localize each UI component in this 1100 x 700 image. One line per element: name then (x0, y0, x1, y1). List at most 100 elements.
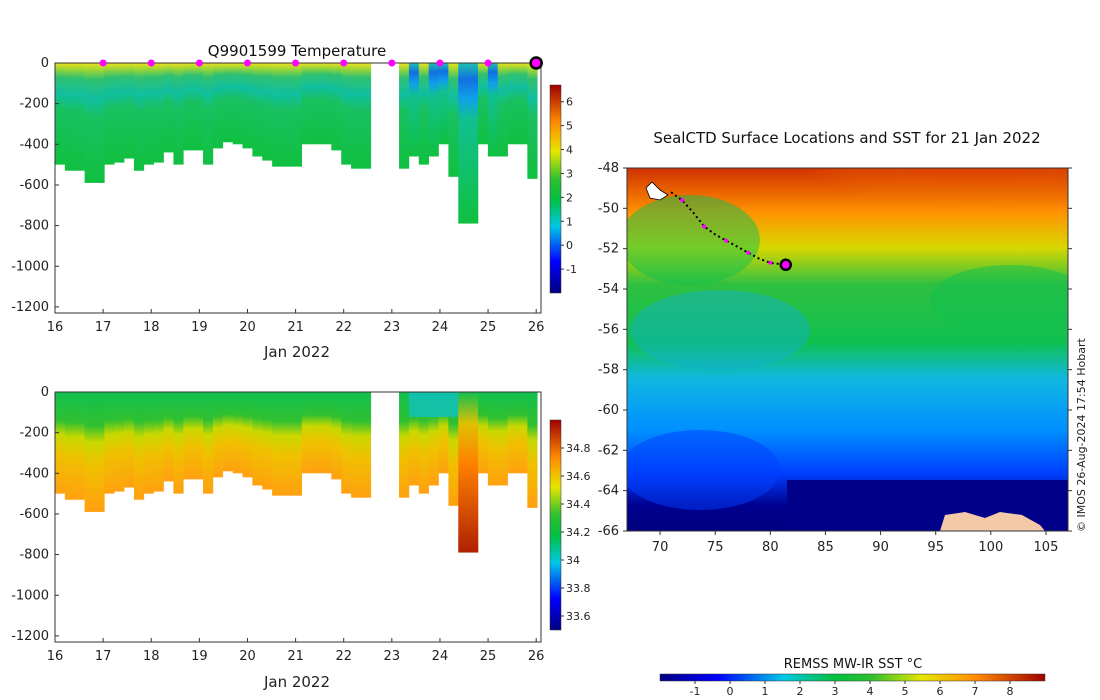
surface-fix-marker (292, 59, 300, 67)
current-fix-marker (779, 258, 793, 272)
colorbar-tick-label: 34.2 (566, 526, 591, 539)
y-tick-label: -62 (598, 443, 619, 458)
surface-fix-marker (147, 59, 155, 67)
track-fix-marker (724, 238, 729, 243)
x-tick-label: 21 (287, 649, 304, 664)
colorbar-tick-label: 34.8 (566, 442, 591, 455)
salinity-fresh-surface (418, 392, 429, 417)
surface-fix-marker (436, 59, 444, 67)
salinity-fresh-surface (428, 392, 439, 417)
temperature-x-axis: 16 17 18 19 20 21 22 23 24 25 26 (47, 309, 544, 335)
salinity-profile-column (203, 392, 214, 494)
salinity-x-label: Jan 2022 (263, 673, 330, 691)
salinity-profile-column (341, 392, 352, 494)
x-tick-label: 100 (978, 540, 1003, 555)
salinity-profile-column (64, 392, 76, 500)
surface-fix-markers (99, 56, 543, 70)
colorbar-tick-label: 8 (1007, 685, 1014, 698)
x-tick-label: 24 (432, 320, 449, 335)
x-tick-label: 19 (191, 320, 208, 335)
sst-map-panel: SealCTD Surface Locations and SST for 21… (598, 129, 1088, 698)
salinity-profile-column (242, 392, 253, 478)
salinity-profile-column (458, 392, 469, 553)
salinity-profile-column (173, 392, 184, 494)
y-tick-label: -400 (19, 137, 49, 152)
x-tick-label: 21 (287, 320, 304, 335)
colorbar-tick-label: 3 (832, 685, 839, 698)
x-tick-label: 25 (480, 649, 497, 664)
salinity-profile-column (212, 392, 224, 478)
salinity-profile-column (74, 392, 85, 500)
salinity-profile-column (418, 392, 429, 494)
temperature-profile-column (497, 63, 508, 157)
salinity-profile-column (153, 392, 164, 492)
salinity-profile-column (527, 392, 538, 508)
salinity-profile-column (497, 392, 508, 486)
latest-fix-marker (529, 56, 543, 70)
salinity-profile-column (291, 392, 303, 496)
salinity-profiles (55, 392, 538, 553)
salinity-plot-frame (54, 391, 542, 643)
x-tick-label: 19 (191, 649, 208, 664)
salinity-profile-column (311, 392, 322, 474)
salinity-profile-column (84, 392, 95, 512)
salinity-section-panel: 16 17 18 19 20 21 22 23 24 25 26 0 -200 -400 -600 -800… (11, 385, 590, 691)
y-tick-label: 0 (41, 385, 49, 400)
salinity-profile-column (438, 392, 449, 474)
colorbar-tick-label: 6 (566, 96, 573, 109)
temperature-profile-column (468, 63, 479, 224)
x-tick-label: 20 (239, 320, 256, 335)
x-tick-label: 24 (432, 649, 449, 664)
sst-colorbar-ticks: -1 0 1 2 3 4 5 6 7 8 (690, 681, 1014, 698)
x-tick-label: 23 (384, 320, 401, 335)
salinity-profile-column (222, 392, 233, 472)
colorbar-tick-label: 7 (972, 685, 979, 698)
salinity-colorbar (549, 419, 562, 631)
temperature-profile-column (133, 63, 145, 171)
temperature-profile-column (331, 63, 342, 151)
salinity-profile-column (301, 392, 312, 474)
y-tick-label: -200 (19, 97, 49, 112)
temperature-profile-column (478, 63, 489, 145)
temperature-profile-column (203, 63, 214, 165)
salinity-profile-column (163, 392, 174, 482)
seal-track-line (670, 191, 786, 266)
y-tick-label: -56 (598, 322, 619, 337)
track-fix-marker (746, 250, 751, 255)
antarctic-land (940, 512, 1045, 531)
y-tick-label: -800 (19, 219, 49, 234)
colorbar-tick-label: 2 (797, 685, 804, 698)
y-tick-label: -1200 (11, 629, 49, 644)
sst-colorbar (659, 673, 1046, 682)
x-tick-label: 17 (95, 320, 112, 335)
colorbar-tick-label: -1 (690, 685, 701, 698)
x-tick-label: 16 (47, 649, 64, 664)
temperature-profile-column (163, 63, 174, 153)
colorbar-tick-label: 3 (566, 167, 573, 180)
x-tick-label: 22 (335, 649, 352, 664)
x-tick-label: 105 (1034, 540, 1059, 555)
track-fix-marker (768, 260, 773, 265)
x-tick-label: 80 (762, 540, 779, 555)
surface-fix-marker (484, 59, 492, 67)
y-tick-label: -64 (598, 484, 619, 499)
y-tick-label: -1000 (11, 259, 49, 274)
y-tick-label: -48 (598, 161, 619, 176)
colorbar-tick-label: 34.6 (566, 470, 591, 483)
temperature-profile-column (143, 63, 154, 165)
temperature-profiles (55, 63, 538, 224)
x-tick-label: 17 (95, 649, 112, 664)
y-tick-label: -58 (598, 363, 619, 378)
temperature-profile-column (193, 63, 204, 151)
salinity-profile-column (428, 392, 439, 486)
kerguelen-island (645, 181, 669, 201)
temperature-colorbar (549, 84, 562, 294)
salinity-fresh-surface (448, 392, 459, 417)
colorbar-tick-label: 5 (566, 120, 573, 133)
salinity-fresh-surface (408, 392, 420, 417)
y-tick-label: -1200 (11, 300, 49, 315)
colorbar-tick-label: 4 (867, 685, 874, 698)
sst-colorbar-label: REMSS MW-IR SST °C (784, 657, 923, 672)
temperature-profile-column (311, 63, 322, 145)
salinity-profile-column (351, 392, 362, 498)
